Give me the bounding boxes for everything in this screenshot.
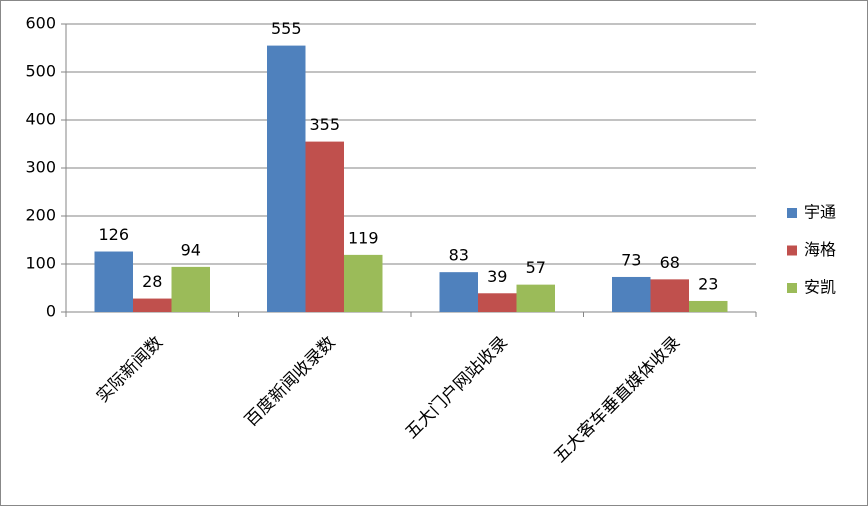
legend-swatch bbox=[787, 245, 797, 256]
data-label: 39 bbox=[487, 267, 507, 286]
bar bbox=[171, 266, 210, 312]
bar bbox=[439, 272, 478, 312]
legend-swatch bbox=[787, 283, 797, 293]
y-tick-label: 600 bbox=[25, 14, 56, 33]
data-label: 94 bbox=[181, 240, 201, 259]
y-tick-label: 200 bbox=[25, 206, 56, 225]
y-tick-label: 300 bbox=[25, 158, 56, 177]
data-label: 355 bbox=[309, 115, 340, 134]
bar bbox=[133, 298, 172, 312]
data-label: 23 bbox=[698, 274, 718, 293]
bar bbox=[305, 141, 344, 312]
data-label: 83 bbox=[449, 246, 469, 265]
data-label: 28 bbox=[142, 272, 162, 291]
legend-swatch bbox=[787, 208, 797, 218]
y-tick-label: 500 bbox=[25, 62, 56, 81]
y-tick-label: 400 bbox=[25, 110, 56, 129]
bar bbox=[267, 45, 306, 312]
data-label: 126 bbox=[98, 225, 129, 244]
bar bbox=[689, 300, 728, 312]
bar bbox=[344, 254, 383, 312]
bar bbox=[94, 251, 133, 312]
legend-label: 安凯 bbox=[804, 278, 836, 297]
legend-label: 宇通 bbox=[804, 203, 836, 222]
y-tick-label: 100 bbox=[25, 254, 56, 273]
data-label: 57 bbox=[526, 258, 546, 277]
bar bbox=[516, 284, 555, 312]
data-label: 68 bbox=[660, 253, 680, 272]
bar bbox=[612, 276, 651, 312]
data-label: 555 bbox=[271, 19, 302, 38]
bar bbox=[650, 279, 689, 312]
legend-label: 海格 bbox=[804, 240, 836, 259]
data-label: 119 bbox=[348, 228, 379, 247]
bar bbox=[478, 293, 517, 312]
data-label: 73 bbox=[621, 250, 641, 269]
y-tick-label: 0 bbox=[46, 302, 56, 321]
